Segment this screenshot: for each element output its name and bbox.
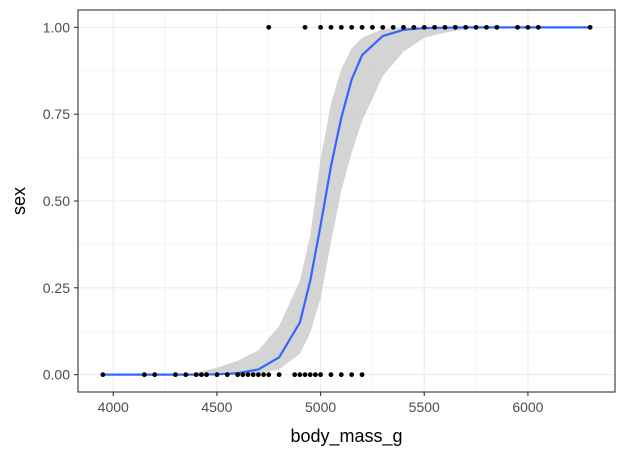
data-point: [359, 24, 365, 30]
data-point: [318, 24, 323, 30]
data-point: [390, 24, 396, 30]
data-point: [338, 24, 344, 30]
x-tick-label: 5500: [409, 399, 440, 415]
y-tick-label: 0.00: [43, 367, 70, 383]
data-point: [307, 372, 313, 378]
data-point: [141, 372, 147, 378]
x-tick-label: 4000: [98, 399, 129, 415]
data-point: [193, 372, 199, 378]
x-axis: 4000 4500 5000 5500 6000: [98, 392, 544, 415]
data-point: [276, 372, 282, 378]
data-point: [173, 372, 178, 378]
data-point: [318, 372, 323, 378]
x-tick-label: 6000: [512, 399, 543, 415]
data-point: [328, 372, 334, 378]
x-axis-title: body_mass_g: [290, 426, 402, 447]
x-tick-label: 5000: [305, 399, 336, 415]
data-point: [359, 372, 365, 378]
data-point: [266, 372, 272, 378]
data-point: [292, 372, 298, 378]
data-point: [484, 24, 489, 30]
y-tick-label: 1.00: [43, 19, 70, 35]
data-point: [411, 24, 417, 30]
data-point: [338, 372, 344, 378]
data-point: [183, 372, 189, 378]
data-point: [266, 24, 272, 30]
data-point: [152, 372, 158, 378]
data-point: [442, 24, 448, 30]
data-point: [494, 24, 500, 30]
data-point: [473, 24, 479, 30]
data-point: [313, 372, 318, 378]
data-point: [302, 24, 308, 30]
data-point: [463, 24, 469, 30]
y-axis: 0.00 0.25 0.50 0.75 1.00: [43, 19, 78, 383]
data-point: [240, 372, 246, 378]
data-point: [214, 372, 220, 378]
data-point: [245, 372, 251, 378]
data-point: [380, 24, 386, 30]
data-point: [349, 372, 355, 378]
data-point: [235, 372, 241, 378]
data-point: [349, 24, 355, 30]
data-point: [302, 372, 308, 378]
data-point: [328, 24, 334, 30]
data-point: [432, 24, 438, 30]
data-point: [100, 372, 106, 378]
data-point: [250, 372, 256, 378]
data-point: [587, 24, 593, 30]
data-point: [261, 372, 266, 378]
data-point: [525, 24, 531, 30]
data-point: [297, 372, 303, 378]
data-point: [535, 24, 541, 30]
data-point: [198, 372, 204, 378]
data-point: [204, 372, 209, 378]
y-tick-label: 0.75: [43, 106, 70, 122]
y-axis-title: sex: [9, 187, 29, 215]
points-layer: [100, 24, 593, 378]
data-point: [255, 372, 261, 378]
data-point: [421, 24, 427, 30]
data-point: [401, 24, 406, 30]
data-point: [515, 24, 520, 30]
y-tick-label: 0.25: [43, 280, 70, 296]
data-point: [370, 24, 375, 30]
y-tick-label: 0.50: [43, 193, 70, 209]
x-tick-label: 4500: [201, 399, 232, 415]
data-point: [452, 24, 458, 30]
data-point: [224, 372, 230, 378]
